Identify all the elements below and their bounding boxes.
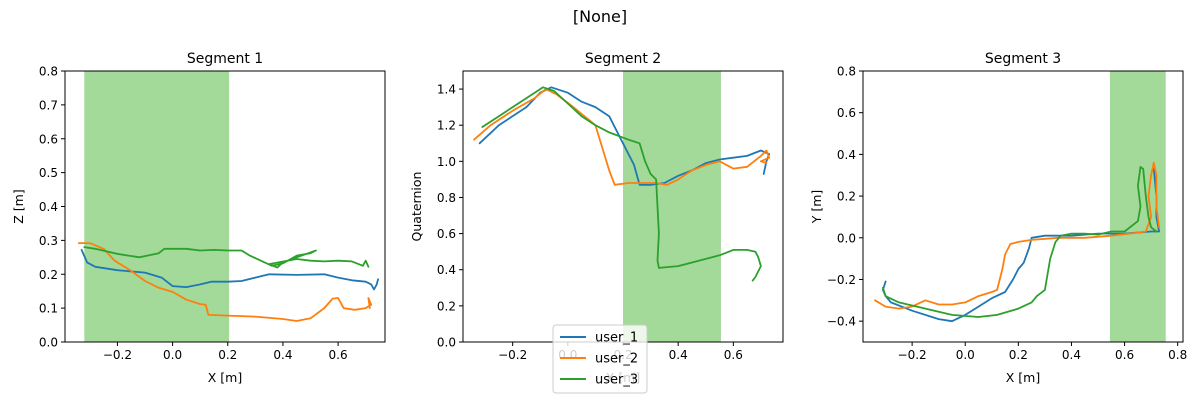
y-tick-label: 1.0	[437, 155, 456, 169]
y-axis-label: Quaternion	[409, 172, 424, 242]
x-tick-label: 0.0	[956, 348, 975, 362]
x-tick-label: 0.2	[1009, 348, 1028, 362]
axes-frame	[862, 70, 1184, 343]
legend-box	[552, 324, 648, 394]
y-tick-label: 0.6	[39, 132, 58, 146]
x-tick-label: 0.6	[724, 348, 743, 362]
series-line-user_1	[80, 249, 379, 291]
highlight-span	[1109, 71, 1166, 342]
series-line-user_3	[83, 246, 370, 269]
y-tick-label: 0.7	[39, 98, 58, 112]
highlight-span	[84, 71, 230, 342]
chart-panel-1: −0.2 0.0 0.2 0.4 0.6 0.0 0.1 0.2 0.3 0.4 0.5 0.6 0.7…	[11, 51, 386, 385]
highlight-span	[623, 71, 721, 342]
series-line-user_2	[473, 88, 771, 186]
panel-title: Segment 3	[985, 51, 1061, 67]
panel-title: Segment 2	[585, 51, 661, 67]
y-tick-label: 0.8	[837, 65, 856, 79]
y-tick-label: 0.6	[837, 106, 856, 120]
x-axis-label: X [m]	[208, 370, 242, 385]
legend: user_1 user_2 user_3	[552, 324, 648, 394]
y-tick-label: 0.0	[837, 231, 856, 245]
x-tick-label: 0.6	[329, 348, 348, 362]
x-tick-label: −0.2	[498, 348, 527, 362]
x-tick-label: 0.8	[1168, 348, 1187, 362]
y-axis-label: Y [m]	[809, 190, 824, 225]
y-tick-label: 0.4	[837, 148, 856, 162]
y-tick-label: −0.4	[827, 315, 856, 329]
series-line-user_1	[882, 168, 1160, 323]
y-tick-label: 0.0	[437, 336, 456, 350]
series-line-user_2	[874, 161, 1160, 310]
y-axis-label: Z [m]	[11, 189, 26, 223]
y-tick-label: 1.2	[437, 119, 456, 133]
y-tick-label: 0.3	[39, 234, 58, 248]
series-line-user_3	[882, 166, 1158, 318]
y-tick-label: 0.5	[39, 166, 58, 180]
chart-panels: −0.2 0.0 0.2 0.4 0.6 0.0 0.1 0.2 0.3 0.4 0.5 0.6 0.7…	[11, 51, 1187, 385]
y-tick-label: 0.6	[437, 227, 456, 241]
series-line-user_1	[478, 86, 771, 186]
x-tick-label: 0.0	[163, 348, 182, 362]
y-tick-label: 0.4	[437, 263, 456, 277]
chart-panel-3: −0.2 0.0 0.2 0.4 0.6 0.8 −0.4 −0.2 0.0 0.2 0.4 0.6 0…	[809, 51, 1187, 385]
figure-title: [None]	[573, 7, 627, 26]
legend-label: user_2	[595, 352, 638, 367]
x-tick-label: 0.2	[218, 348, 237, 362]
y-tick-label: 1.4	[437, 83, 456, 97]
y-tick-label: 0.1	[39, 302, 58, 316]
y-tick-label: −0.2	[827, 273, 856, 287]
legend-label: user_3	[595, 373, 638, 388]
x-tick-label: −0.2	[898, 348, 927, 362]
y-tick-label: 0.4	[39, 200, 58, 214]
series-line-user_3	[481, 86, 762, 282]
x-tick-label: −0.2	[103, 348, 132, 362]
series-line-user_2	[77, 242, 373, 322]
y-tick-label: 0.8	[437, 191, 456, 205]
x-tick-label: 0.4	[669, 348, 688, 362]
legend-label: user_1	[595, 331, 638, 346]
y-tick-label: 0.8	[39, 65, 58, 79]
panel-title: Segment 1	[187, 51, 263, 67]
y-tick-label: 0.2	[39, 268, 58, 282]
x-tick-label: 0.6	[1115, 348, 1134, 362]
y-tick-label: 0.2	[837, 190, 856, 204]
x-tick-label: 0.4	[1062, 348, 1081, 362]
y-tick-label: 0.2	[437, 299, 456, 313]
x-axis-label: X [m]	[1006, 370, 1040, 385]
y-tick-label: 0.0	[39, 336, 58, 350]
x-tick-label: 0.4	[273, 348, 292, 362]
